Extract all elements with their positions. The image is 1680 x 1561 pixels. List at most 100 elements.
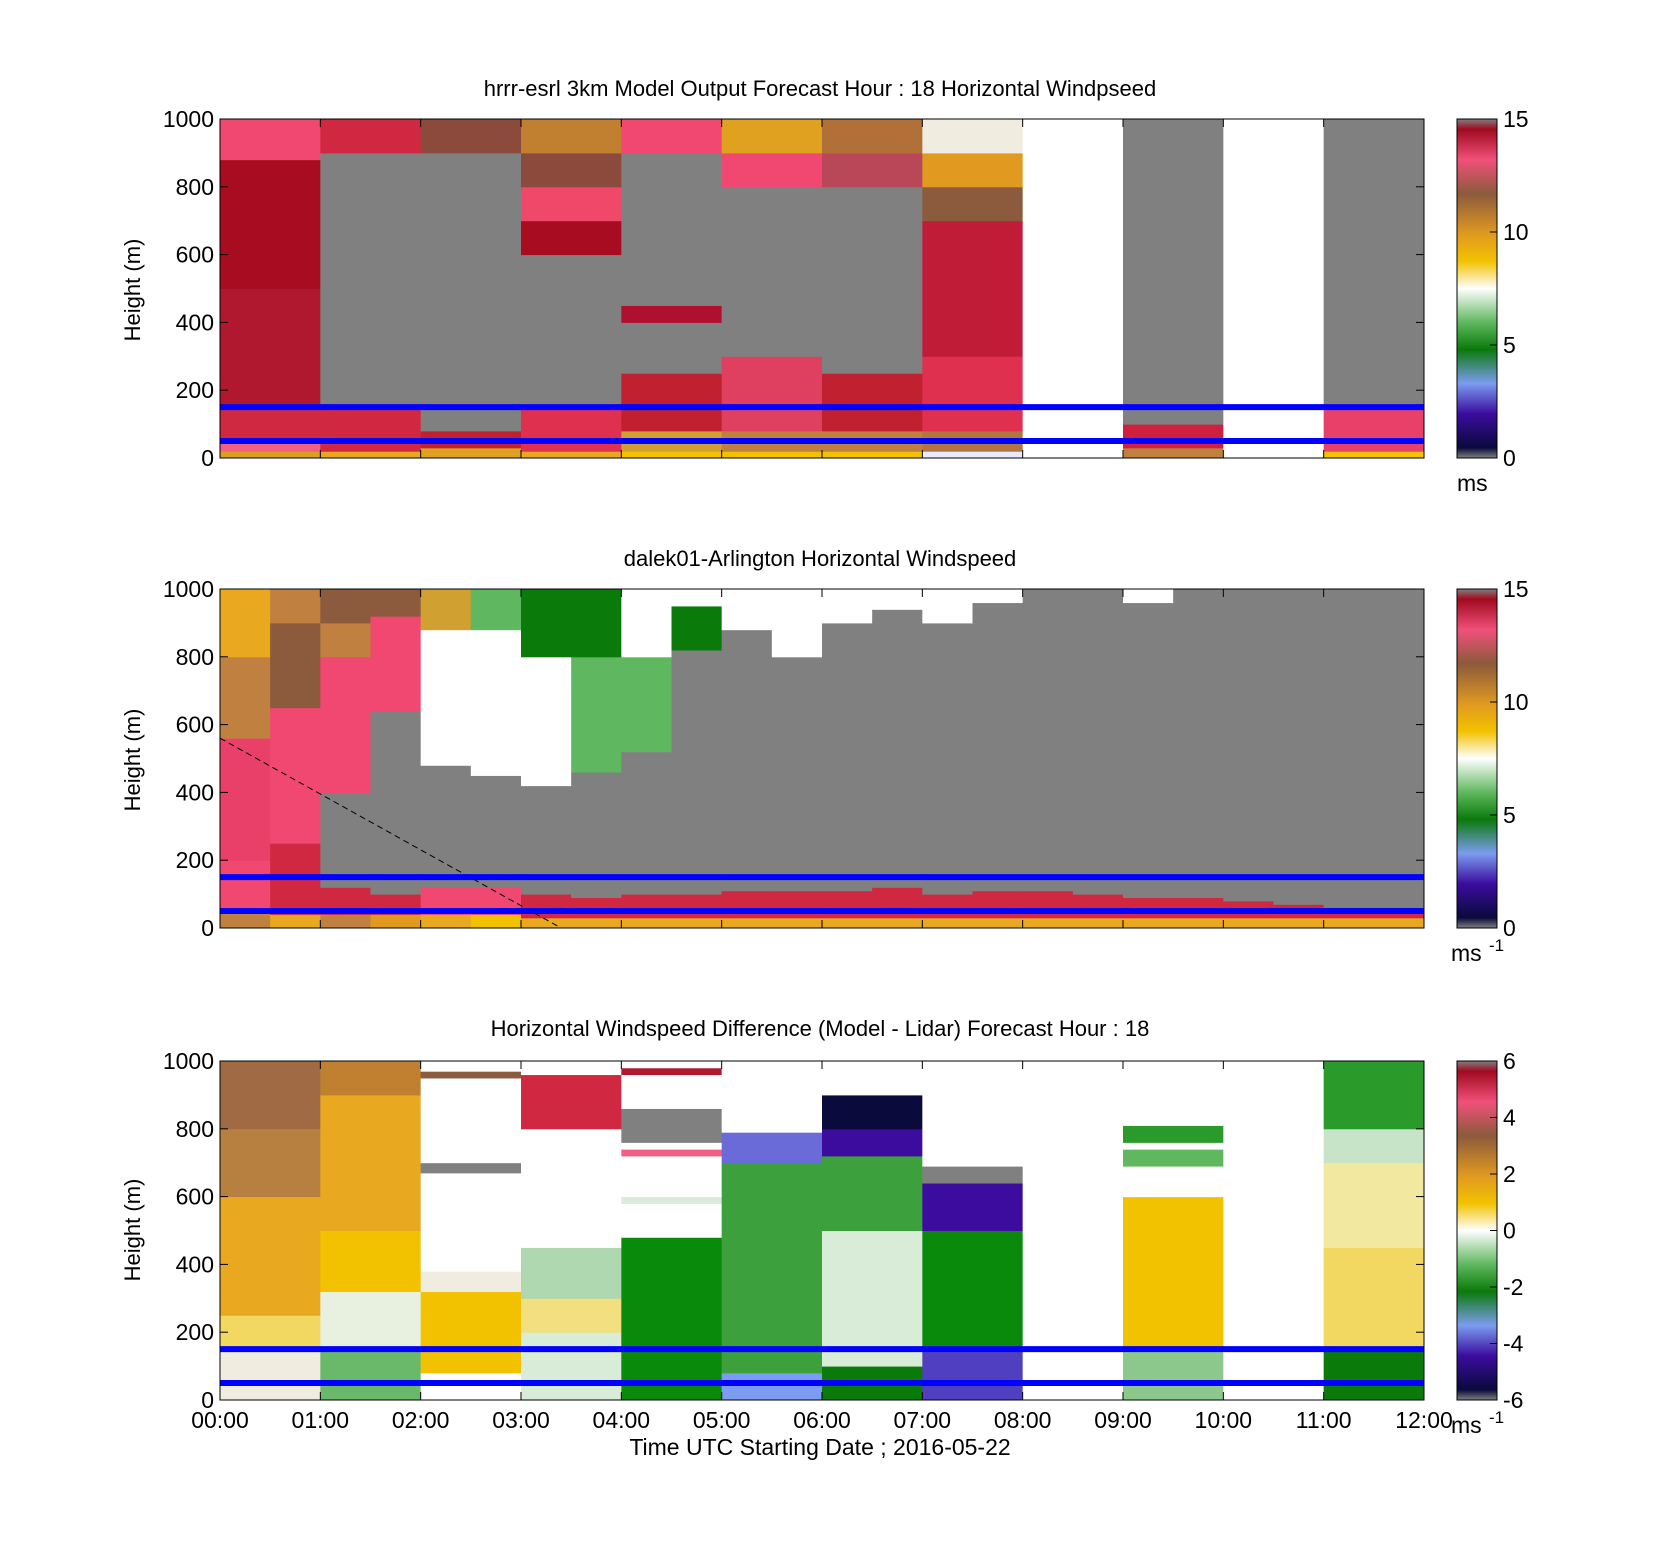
y-tick-label: 600 xyxy=(176,1184,214,1210)
heatmap-cell xyxy=(822,622,873,892)
colorbar-tick-label: 15 xyxy=(1503,106,1529,132)
heatmap-cell xyxy=(370,711,422,895)
heatmap-cell xyxy=(621,1142,723,1150)
colorbar-unit-label: ms xyxy=(1451,1412,1482,1438)
colorbar-unit-superscript: -1 xyxy=(1489,1408,1504,1427)
x-tick-label: 00:00 xyxy=(191,1407,249,1433)
heatmap-cell xyxy=(370,914,422,929)
heatmap-cell xyxy=(1323,119,1425,408)
heatmap-cell xyxy=(872,609,923,888)
heatmap-cell xyxy=(972,917,1024,929)
heatmap-cell xyxy=(671,917,723,929)
heatmap-cell xyxy=(1223,1061,1325,1401)
y-tick-label: 1000 xyxy=(163,576,214,602)
x-tick-label: 02:00 xyxy=(392,1407,450,1433)
x-tick-label: 03:00 xyxy=(492,1407,550,1433)
heatmap-cell xyxy=(1173,897,1224,919)
heatmap-cell xyxy=(1022,917,1074,929)
y-tick-label: 800 xyxy=(176,1116,214,1142)
heatmap-cell xyxy=(721,1372,823,1401)
colorbar-tick-label: -2 xyxy=(1503,1274,1523,1300)
heatmap-cell xyxy=(922,356,1024,432)
heatmap-cell xyxy=(771,917,823,929)
heatmap-cell xyxy=(521,917,572,929)
x-tick-label: 10:00 xyxy=(1195,1407,1253,1433)
heatmap-cell xyxy=(521,589,572,658)
colorbar-tick-label: 5 xyxy=(1503,332,1516,358)
heatmap-cell xyxy=(320,152,422,408)
y-axis-label: Height (m) xyxy=(120,709,145,812)
y-tick-label: 200 xyxy=(176,1319,214,1345)
heatmap-cell xyxy=(1123,1061,1224,1126)
heatmap-cell xyxy=(320,914,371,929)
heatmap-cell xyxy=(621,322,723,374)
heatmap-cell xyxy=(1323,407,1425,452)
heatmap-cell xyxy=(270,914,321,929)
panel-title: hrrr-esrl 3km Model Output Forecast Hour… xyxy=(484,76,1156,101)
heatmap-cell xyxy=(220,656,271,739)
heatmap-cell xyxy=(621,373,723,432)
heatmap-cell xyxy=(671,894,723,919)
heatmap-cell xyxy=(922,1349,1024,1401)
heatmap-cell xyxy=(320,407,422,452)
x-tick-label: 07:00 xyxy=(894,1407,952,1433)
heatmap-cell xyxy=(420,152,522,432)
heatmap-cell xyxy=(420,1077,522,1164)
heatmap-cell xyxy=(621,1061,723,1069)
heatmap-cell xyxy=(922,894,973,919)
heatmap-cell xyxy=(320,792,371,888)
heatmap-cell xyxy=(220,1128,321,1198)
heatmap-cell xyxy=(721,629,773,892)
heatmap-cell xyxy=(1173,917,1224,929)
heatmap-cell xyxy=(771,656,823,892)
heatmap-cell xyxy=(1123,1142,1224,1150)
heatmap-cell xyxy=(420,914,472,929)
heatmap-cell xyxy=(721,1061,823,1133)
heatmap-cell xyxy=(1273,917,1325,929)
heatmap-cell xyxy=(822,119,923,154)
y-tick-label: 200 xyxy=(176,847,214,873)
heatmap-cell xyxy=(922,186,1024,222)
y-axis-label: Height (m) xyxy=(120,239,145,342)
heatmap-cell xyxy=(1223,119,1325,459)
heatmap-cell xyxy=(872,589,923,610)
heatmap-cell xyxy=(521,254,622,408)
heatmap-cell xyxy=(1123,119,1224,425)
heatmap-cell xyxy=(521,407,622,452)
heatmap-cell xyxy=(621,1149,723,1157)
heatmap-cell xyxy=(922,1061,1024,1167)
colorbar-tick-label: 15 xyxy=(1503,576,1529,602)
colorbar-unit-label: ms xyxy=(1457,470,1488,496)
colorbar-tick-label: 4 xyxy=(1503,1105,1516,1131)
heatmap-cell xyxy=(1022,589,1074,892)
y-tick-label: 200 xyxy=(176,377,214,403)
heatmap-cell xyxy=(521,894,572,919)
heatmap-cell xyxy=(1223,917,1274,929)
heatmap-cell xyxy=(922,589,973,624)
heatmap-cell xyxy=(721,1132,823,1164)
heatmap-cell xyxy=(621,589,672,658)
heatmap-cell xyxy=(370,616,422,712)
heatmap-cell xyxy=(521,220,622,256)
heatmap-cell xyxy=(1123,602,1174,898)
heatmap-cell xyxy=(621,451,723,459)
colorbar-gradient xyxy=(1456,588,1498,929)
colorbar: 0 5 10 15 ms xyxy=(1456,106,1529,496)
heatmap-cell xyxy=(721,451,823,459)
heatmap-cell xyxy=(621,1196,723,1204)
heatmap-cell xyxy=(220,407,321,442)
colorbar-tick-label: 0 xyxy=(1503,915,1516,941)
colorbar-unit-label: ms xyxy=(1451,940,1482,966)
heatmap-cell xyxy=(270,707,321,844)
heatmap-cell xyxy=(922,622,973,895)
y-tick-label: 800 xyxy=(176,644,214,670)
x-tick-label: 12:00 xyxy=(1395,1407,1453,1433)
heatmap-cell xyxy=(1323,917,1375,929)
heatmap-cell xyxy=(370,589,422,617)
heatmap-cell xyxy=(420,629,472,766)
heatmap-cell xyxy=(470,914,522,929)
dashed-reference-line xyxy=(219,737,562,929)
colorbar-tick-label: 2 xyxy=(1503,1161,1516,1187)
heatmap-cell xyxy=(420,1162,522,1174)
colorbar-gradient xyxy=(1456,118,1498,459)
